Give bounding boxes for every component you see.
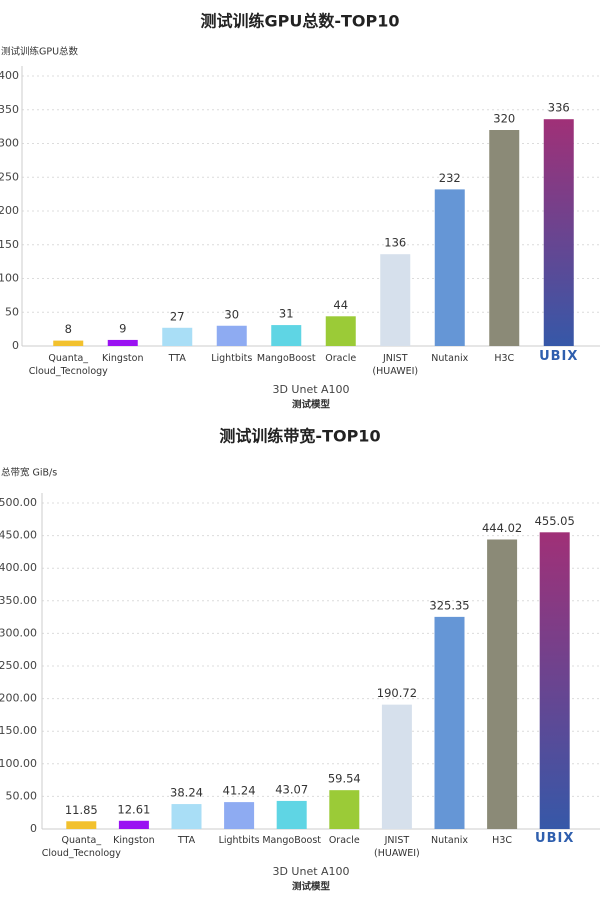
- y-tick-label: 350: [0, 103, 19, 116]
- bar: [53, 340, 84, 346]
- x-axis-sublabel: 测试模型: [292, 881, 331, 893]
- data-label: 9: [119, 321, 126, 335]
- bar: [276, 800, 307, 829]
- y-tick-label: 0: [12, 339, 19, 352]
- bar: [539, 532, 570, 829]
- bar: [171, 804, 202, 829]
- x-tick-label: Oracle: [328, 835, 360, 846]
- y-tick-label: 250: [0, 170, 19, 183]
- y-tick-label: 0: [30, 822, 37, 835]
- x-tick-label: JNIST (HUAWEI): [372, 353, 419, 377]
- x-tick-label: Oracle: [325, 353, 357, 364]
- data-label: 59.54: [328, 772, 361, 786]
- y-tick-label: 150.00: [0, 724, 37, 737]
- bar: [118, 820, 149, 829]
- data-label: 136: [384, 236, 406, 250]
- chart-title: 测试训练带宽-TOP10: [219, 427, 380, 446]
- bar: [224, 802, 255, 829]
- y-tick-label: 50: [5, 305, 19, 318]
- bar: [543, 119, 574, 346]
- chart-title: 测试训练GPU总数-TOP10: [200, 12, 399, 31]
- x-tick-label: UBIX: [539, 349, 579, 364]
- y-tick-label: 100: [0, 272, 19, 285]
- data-label: 43.07: [275, 782, 308, 796]
- x-tick-label: H3C: [494, 353, 515, 364]
- y-axis-label: 测试训练GPU总数: [1, 46, 79, 58]
- x-tick-label: TTA: [168, 353, 186, 364]
- x-axis-sublabel: 测试模型: [292, 399, 331, 411]
- data-label: 320: [493, 112, 515, 126]
- y-tick-label: 150: [0, 238, 19, 251]
- data-label: 11.85: [65, 803, 98, 817]
- bar: [216, 325, 247, 346]
- y-tick-label: 200: [0, 204, 19, 217]
- x-tick-label: Lightbits: [218, 835, 260, 846]
- y-tick-label: 500.00: [0, 496, 37, 509]
- bar: [487, 539, 518, 829]
- bar: [381, 704, 412, 829]
- bar: [66, 821, 97, 829]
- x-tick-label: Kingston: [102, 353, 144, 364]
- x-tick-label: MangoBoost: [262, 835, 322, 846]
- y-tick-label: 300: [0, 137, 19, 150]
- data-label: 325.35: [429, 598, 469, 612]
- bar: [325, 316, 356, 346]
- bar: [271, 325, 302, 346]
- data-label: 41.24: [223, 784, 256, 798]
- x-tick-label: Kingston: [113, 835, 155, 846]
- y-tick-label: 400: [0, 69, 19, 82]
- bar: [162, 327, 193, 346]
- x-tick-label: TTA: [177, 835, 196, 846]
- data-label: 27: [170, 309, 185, 323]
- data-label: 30: [224, 307, 239, 321]
- bar: [489, 130, 520, 346]
- data-label: 31: [279, 307, 294, 321]
- x-axis-label: 3D Unet A100: [272, 865, 349, 878]
- bar: [434, 616, 465, 829]
- bar: [329, 790, 360, 829]
- bar: [434, 189, 465, 346]
- data-label: 444.02: [482, 521, 522, 535]
- data-label: 455.05: [535, 514, 575, 528]
- data-label: 44: [333, 298, 348, 312]
- y-axis-label: 总带宽 GiB/s: [1, 467, 57, 479]
- y-tick-label: 50.00: [6, 789, 38, 802]
- x-tick-label: MangoBoost: [256, 353, 316, 364]
- data-label: 336: [548, 101, 570, 115]
- x-tick-label: H3C: [492, 835, 512, 846]
- x-tick-label: Nutanix: [431, 353, 469, 364]
- x-axis-label: 3D Unet A100: [272, 383, 349, 396]
- y-tick-label: 450.00: [0, 529, 37, 542]
- bar: [380, 254, 411, 346]
- x-tick-label: Quanta_ Cloud_Tecnology: [28, 353, 108, 377]
- y-tick-label: 100.00: [0, 757, 37, 770]
- data-label: 38.24: [170, 786, 203, 800]
- x-tick-label: Nutanix: [431, 835, 468, 846]
- y-tick-label: 300.00: [0, 626, 37, 639]
- y-tick-label: 200.00: [0, 692, 37, 705]
- data-label: 8: [65, 322, 72, 336]
- x-tick-label: Quanta_ Cloud_Tecnology: [41, 835, 121, 859]
- y-tick-label: 400.00: [0, 561, 37, 574]
- data-label: 190.72: [377, 686, 417, 700]
- x-tick-label: Lightbits: [211, 353, 253, 364]
- data-label: 232: [439, 171, 461, 185]
- y-tick-label: 250.00: [0, 659, 37, 672]
- bar: [107, 339, 138, 346]
- y-tick-label: 350.00: [0, 594, 37, 607]
- x-tick-label: UBIX: [535, 831, 575, 846]
- x-tick-label: JNIST (HUAWEI): [374, 835, 420, 859]
- data-label: 12.61: [117, 802, 150, 816]
